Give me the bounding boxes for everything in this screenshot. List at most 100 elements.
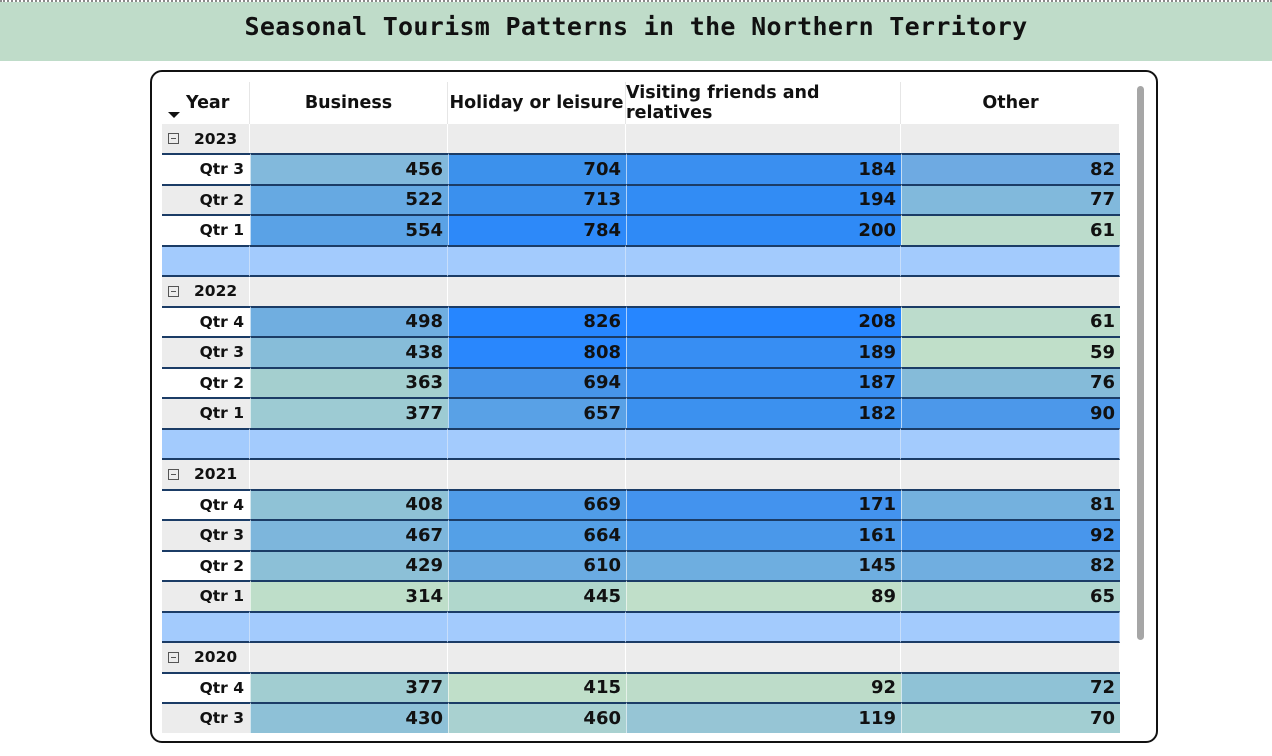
- value-cell: 713: [448, 183, 626, 214]
- quarter-label: Qtr 2: [162, 183, 250, 214]
- value-cell: 92: [626, 671, 901, 702]
- year-subtotal-cell: [901, 276, 1120, 306]
- year-subtotal-cell: [626, 276, 901, 306]
- column-header-holiday-or-leisure[interactable]: Holiday or leisure: [448, 82, 626, 124]
- value-cell: 189: [626, 336, 901, 367]
- column-header-other[interactable]: Other: [982, 93, 1039, 113]
- value-cell: 82: [901, 153, 1120, 184]
- value-cell: 657: [448, 397, 626, 428]
- quarter-label: Qtr 3: [162, 702, 250, 733]
- page-title: Seasonal Tourism Patterns in the Norther…: [244, 12, 1028, 41]
- value-cell: 187: [626, 366, 901, 397]
- group-separator-row: [162, 427, 1120, 460]
- value-cell: 456: [250, 153, 448, 184]
- top-dotted-border: [0, 0, 1272, 2]
- separator-cell: [250, 244, 448, 277]
- value-cell: 669: [448, 488, 626, 519]
- value-cell: 554: [250, 214, 448, 245]
- value-cell: 377: [250, 671, 448, 702]
- value-cell: 377: [250, 397, 448, 428]
- year-subtotal-cell: [250, 276, 448, 306]
- value-cell: 408: [250, 488, 448, 519]
- value-cell: 200: [626, 214, 901, 245]
- value-cell: 65: [901, 580, 1120, 611]
- separator-cell: [162, 610, 250, 643]
- separator-cell: [448, 427, 626, 460]
- year-subtotal-cell: [901, 124, 1120, 153]
- value-cell: 90: [901, 397, 1120, 428]
- year-label[interactable]: 2023: [162, 124, 250, 153]
- separator-cell: [448, 610, 626, 643]
- year-label[interactable]: 2021: [162, 459, 250, 489]
- year-subtotal-cell: [901, 642, 1120, 672]
- value-cell: 445: [448, 580, 626, 611]
- value-cell: 522: [250, 183, 448, 214]
- year-label-text: 2023: [194, 129, 238, 148]
- year-subtotal-cell: [901, 459, 1120, 489]
- value-cell: 826: [448, 305, 626, 336]
- value-cell: 438: [250, 336, 448, 367]
- column-header-visiting-friends-and-relatives[interactable]: Visiting friends and relatives: [626, 82, 901, 124]
- value-cell: 81: [901, 488, 1120, 519]
- separator-cell: [626, 244, 901, 277]
- value-cell: 498: [250, 305, 448, 336]
- value-cell: 430: [250, 702, 448, 733]
- quarter-label: Qtr 1: [162, 397, 250, 428]
- collapse-icon[interactable]: [168, 468, 179, 480]
- quarter-label: Qtr 4: [162, 671, 250, 702]
- group-separator-row: [162, 610, 1120, 643]
- title-bar: Seasonal Tourism Patterns in the Norther…: [0, 2, 1272, 61]
- year-group-row: 2023: [162, 124, 1120, 153]
- value-cell: 82: [901, 549, 1120, 580]
- separator-cell: [250, 427, 448, 460]
- year-subtotal-cell: [250, 459, 448, 489]
- column-header-year[interactable]: Year: [162, 82, 250, 124]
- vertical-scrollbar[interactable]: [1137, 86, 1144, 640]
- value-cell: 59: [901, 336, 1120, 367]
- separator-cell: [901, 610, 1120, 643]
- table-row: Qtr 4 498 826 208 61: [162, 305, 1120, 336]
- year-label[interactable]: 2022: [162, 276, 250, 306]
- sort-descending-icon[interactable]: [168, 112, 180, 118]
- year-label[interactable]: 2020: [162, 642, 250, 672]
- value-cell: 61: [901, 305, 1120, 336]
- value-cell: 92: [901, 519, 1120, 550]
- separator-cell: [162, 244, 250, 277]
- value-cell: 194: [626, 183, 901, 214]
- separator-cell: [901, 427, 1120, 460]
- quarter-label: Qtr 1: [162, 580, 250, 611]
- year-subtotal-cell: [448, 642, 626, 672]
- year-subtotal-cell: [250, 642, 448, 672]
- year-group-row: 2021: [162, 459, 1120, 489]
- value-cell: 467: [250, 519, 448, 550]
- value-cell: 171: [626, 488, 901, 519]
- table-row: Qtr 2 522 713 194 77: [162, 183, 1120, 214]
- separator-cell: [162, 427, 250, 460]
- table-row: Qtr 2 429 610 145 82: [162, 549, 1120, 580]
- value-cell: 89: [626, 580, 901, 611]
- table-row: Qtr 2 363 694 187 76: [162, 366, 1120, 397]
- table-row: Qtr 1 554 784 200 61: [162, 214, 1120, 245]
- value-cell: 694: [448, 366, 626, 397]
- year-subtotal-cell: [626, 642, 901, 672]
- value-cell: 145: [626, 549, 901, 580]
- year-subtotal-cell: [448, 124, 626, 153]
- group-separator-row: [162, 244, 1120, 277]
- separator-cell: [448, 244, 626, 277]
- collapse-icon[interactable]: [168, 133, 179, 144]
- collapse-icon[interactable]: [168, 651, 179, 663]
- value-cell: 208: [626, 305, 901, 336]
- collapse-icon[interactable]: [168, 285, 179, 297]
- year-subtotal-cell: [250, 124, 448, 153]
- table-row: Qtr 1 377 657 182 90: [162, 397, 1120, 428]
- value-cell: 182: [626, 397, 901, 428]
- value-cell: 704: [448, 153, 626, 184]
- value-cell: 610: [448, 549, 626, 580]
- separator-cell: [901, 244, 1120, 277]
- quarter-label: Qtr 4: [162, 305, 250, 336]
- column-header-business[interactable]: Business: [250, 82, 448, 124]
- value-cell: 161: [626, 519, 901, 550]
- quarter-label: Qtr 3: [162, 336, 250, 367]
- table-row: Qtr 3 456 704 184 82: [162, 153, 1120, 184]
- year-subtotal-cell: [448, 459, 626, 489]
